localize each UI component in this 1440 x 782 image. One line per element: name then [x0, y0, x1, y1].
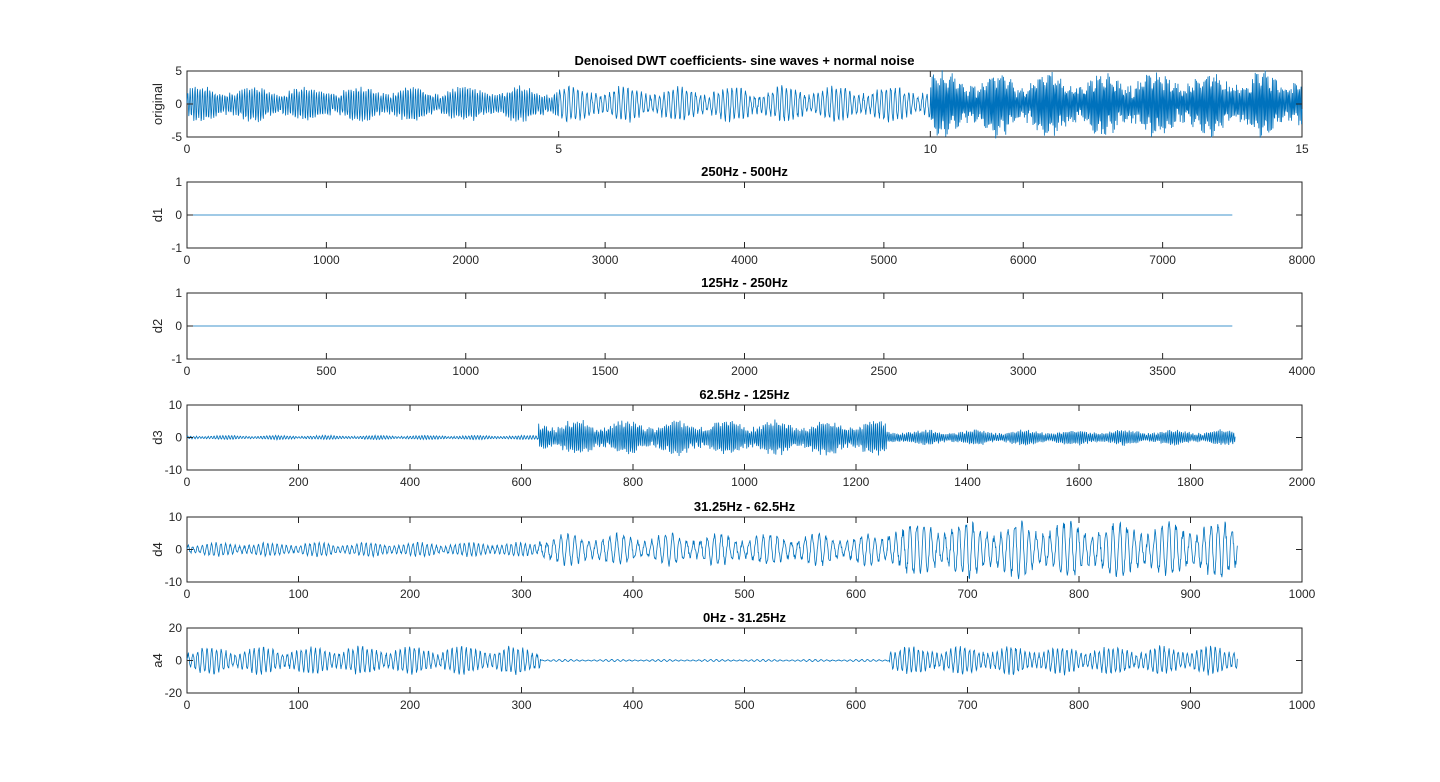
x-tick-label: 500: [316, 364, 336, 378]
x-tick-label: 600: [846, 587, 866, 601]
y-axis-label: d4: [150, 542, 165, 556]
x-tick-label: 200: [400, 587, 420, 601]
x-tick-label: 1000: [1289, 698, 1316, 712]
x-tick-label: 10: [924, 142, 938, 156]
signal-line-d3: [186, 419, 1236, 456]
x-tick-label: 300: [511, 587, 531, 601]
x-tick-label: 800: [1069, 698, 1089, 712]
x-tick-label: 2000: [452, 253, 479, 267]
y-tick-label: 10: [169, 398, 183, 412]
x-tick-label: 900: [1180, 587, 1200, 601]
subplot-d1: 0 1000 2000 3000 4000 5000 6000 7000 8000-101d12…: [150, 164, 1316, 267]
x-tick-label: 800: [1069, 587, 1089, 601]
subplot-title: 0Hz - 31.25Hz: [703, 610, 787, 625]
x-tick-label: 3500: [1149, 364, 1176, 378]
x-tick-label: 500: [734, 587, 754, 601]
y-tick-label: 0: [175, 543, 182, 557]
x-tick-label: 1200: [843, 475, 870, 489]
x-tick-label: 2000: [731, 364, 758, 378]
x-tick-label: 7000: [1149, 253, 1176, 267]
signal-line-a4: [186, 645, 1238, 676]
y-tick-label: 0: [175, 431, 182, 445]
x-tick-label: 400: [623, 698, 643, 712]
x-tick-label: 700: [957, 587, 977, 601]
subplot-title: 62.5Hz - 125Hz: [699, 387, 790, 402]
y-tick-label: -10: [165, 463, 183, 477]
x-tick-label: 200: [288, 475, 308, 489]
x-tick-label: 0: [184, 253, 191, 267]
y-axis-label: a4: [150, 653, 165, 667]
y-tick-label: 1: [175, 175, 182, 189]
x-tick-label: 400: [623, 587, 643, 601]
x-tick-label: 0: [184, 698, 191, 712]
x-tick-label: 0: [184, 364, 191, 378]
x-tick-label: 8000: [1289, 253, 1316, 267]
x-tick-label: 0: [184, 142, 191, 156]
x-tick-label: 700: [957, 698, 977, 712]
x-tick-label: 4000: [731, 253, 758, 267]
x-tick-label: 100: [288, 698, 308, 712]
x-tick-label: 600: [511, 475, 531, 489]
subplot-d4: 0 100 200 300 400 500 600 700 800 900 1000-10010d4…: [150, 499, 1316, 601]
y-tick-label: 1: [175, 286, 182, 300]
y-tick-label: 0: [175, 97, 182, 111]
x-tick-label: 3000: [1010, 364, 1037, 378]
subplot-d2: 0 500 1000 1500 2000 2500 3000 3500 4000-101d212…: [150, 275, 1316, 378]
x-tick-label: 200: [400, 698, 420, 712]
y-axis-label: d2: [150, 319, 165, 333]
x-tick-label: 2000: [1289, 475, 1316, 489]
x-tick-label: 900: [1180, 698, 1200, 712]
x-tick-label: 1600: [1066, 475, 1093, 489]
x-tick-label: 2500: [871, 364, 898, 378]
subplot-title: 250Hz - 500Hz: [701, 164, 788, 179]
x-tick-label: 1500: [592, 364, 619, 378]
x-tick-label: 3000: [592, 253, 619, 267]
y-axis-label: d3: [150, 430, 165, 444]
x-tick-label: 1000: [1289, 587, 1316, 601]
y-axis-label: original: [150, 83, 165, 125]
x-tick-label: 1000: [452, 364, 479, 378]
subplot-title: 31.25Hz - 62.5Hz: [694, 499, 796, 514]
y-tick-label: -1: [171, 352, 182, 366]
x-tick-label: 5: [555, 142, 562, 156]
x-tick-label: 6000: [1010, 253, 1037, 267]
x-tick-label: 600: [846, 698, 866, 712]
y-tick-label: 0: [175, 319, 182, 333]
subplot-a4: 0 100 200 300 400 500 600 700 800 900 1000-20020a4…: [150, 610, 1316, 712]
signal-line-original: [186, 70, 1303, 139]
x-tick-label: 1000: [313, 253, 340, 267]
x-tick-label: 1000: [731, 475, 758, 489]
x-tick-label: 0: [184, 587, 191, 601]
subplot-title: 125Hz - 250Hz: [701, 275, 788, 290]
y-tick-label: -5: [171, 130, 182, 144]
x-tick-label: 0: [184, 475, 191, 489]
subplot-d3: 0 200 400 600 800 1000 1200 1400 1600 1800 2000 -10…: [150, 387, 1316, 489]
x-tick-label: 500: [734, 698, 754, 712]
subplot-title: Denoised DWT coefficients- sine waves + …: [575, 53, 915, 68]
y-tick-label: -20: [165, 686, 183, 700]
x-tick-label: 4000: [1289, 364, 1316, 378]
y-tick-label: -1: [171, 241, 182, 255]
y-axis-label: d1: [150, 208, 165, 222]
signal-line-d4: [186, 520, 1238, 580]
x-tick-label: 400: [400, 475, 420, 489]
x-tick-label: 15: [1295, 142, 1309, 156]
x-tick-label: 1400: [954, 475, 981, 489]
x-tick-label: 100: [288, 587, 308, 601]
y-tick-label: 0: [175, 654, 182, 668]
x-tick-label: 1800: [1177, 475, 1204, 489]
y-tick-label: -10: [165, 575, 183, 589]
y-tick-label: 10: [169, 510, 183, 524]
x-tick-label: 5000: [871, 253, 898, 267]
axes-box: [186, 516, 1303, 583]
y-tick-label: 20: [169, 621, 183, 635]
y-tick-label: 5: [175, 64, 182, 78]
x-tick-label: 300: [511, 698, 531, 712]
y-tick-label: 0: [175, 208, 182, 222]
x-tick-label: 800: [623, 475, 643, 489]
